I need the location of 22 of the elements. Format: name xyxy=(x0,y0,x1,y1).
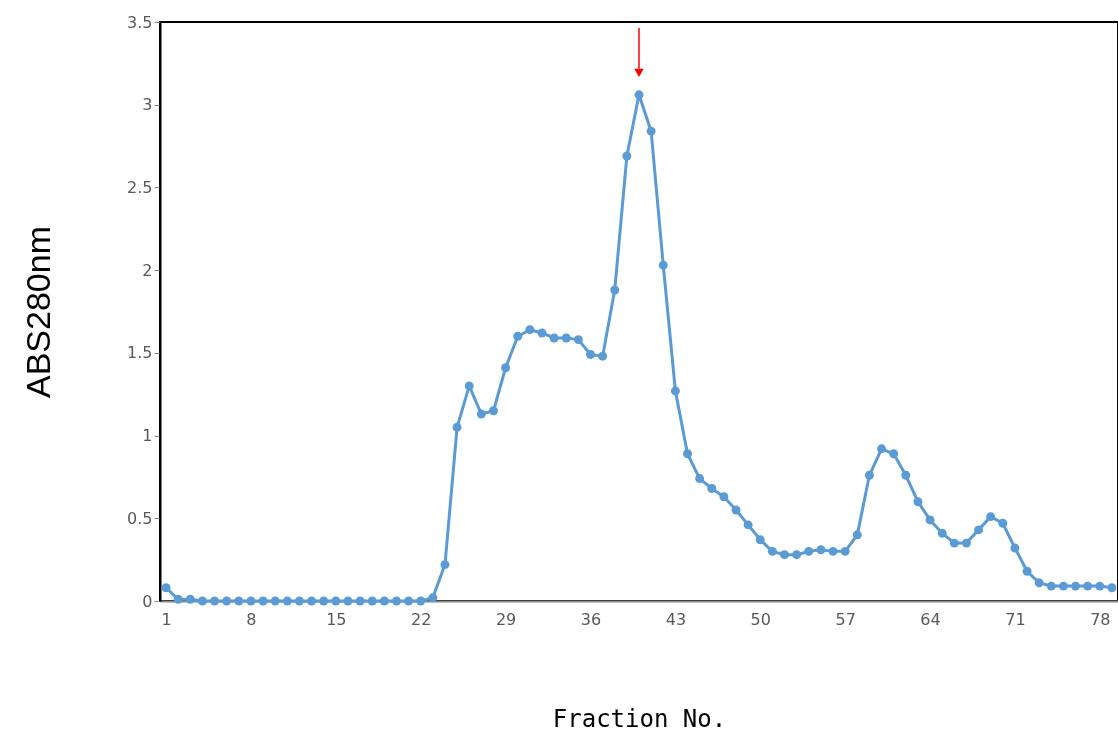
x-tick-label: 22 xyxy=(411,609,432,629)
x-tick-label: 78 xyxy=(1090,609,1111,629)
x-tick-label: 71 xyxy=(1005,609,1026,629)
x-axis-title: Fraction No. xyxy=(552,704,727,733)
y-tick-label: 1.5 xyxy=(127,343,153,363)
x-tick-label: 64 xyxy=(920,609,941,629)
y-tick-label: 0.5 xyxy=(127,508,153,528)
y-tick-label: 1 xyxy=(142,426,153,446)
x-tick-label: 36 xyxy=(580,609,602,629)
y-tick-label: 0 xyxy=(142,591,153,611)
y-tick-label: 3.5 xyxy=(127,12,153,32)
x-tick-label: 29 xyxy=(495,609,517,629)
x-tick-label: 43 xyxy=(665,609,687,629)
y-tick-label: 2 xyxy=(142,260,153,280)
x-tick-label: 50 xyxy=(750,609,771,629)
y-tick-label: 2.5 xyxy=(127,177,153,197)
x-tick-label: 8 xyxy=(246,609,257,629)
x-tick-label: 15 xyxy=(326,609,347,629)
x-tick-label: 57 xyxy=(835,609,856,629)
x-tick-label: 1 xyxy=(161,609,172,629)
y-axis-title: ABS280nm xyxy=(19,226,58,398)
y-tick-label: 3 xyxy=(142,95,153,115)
